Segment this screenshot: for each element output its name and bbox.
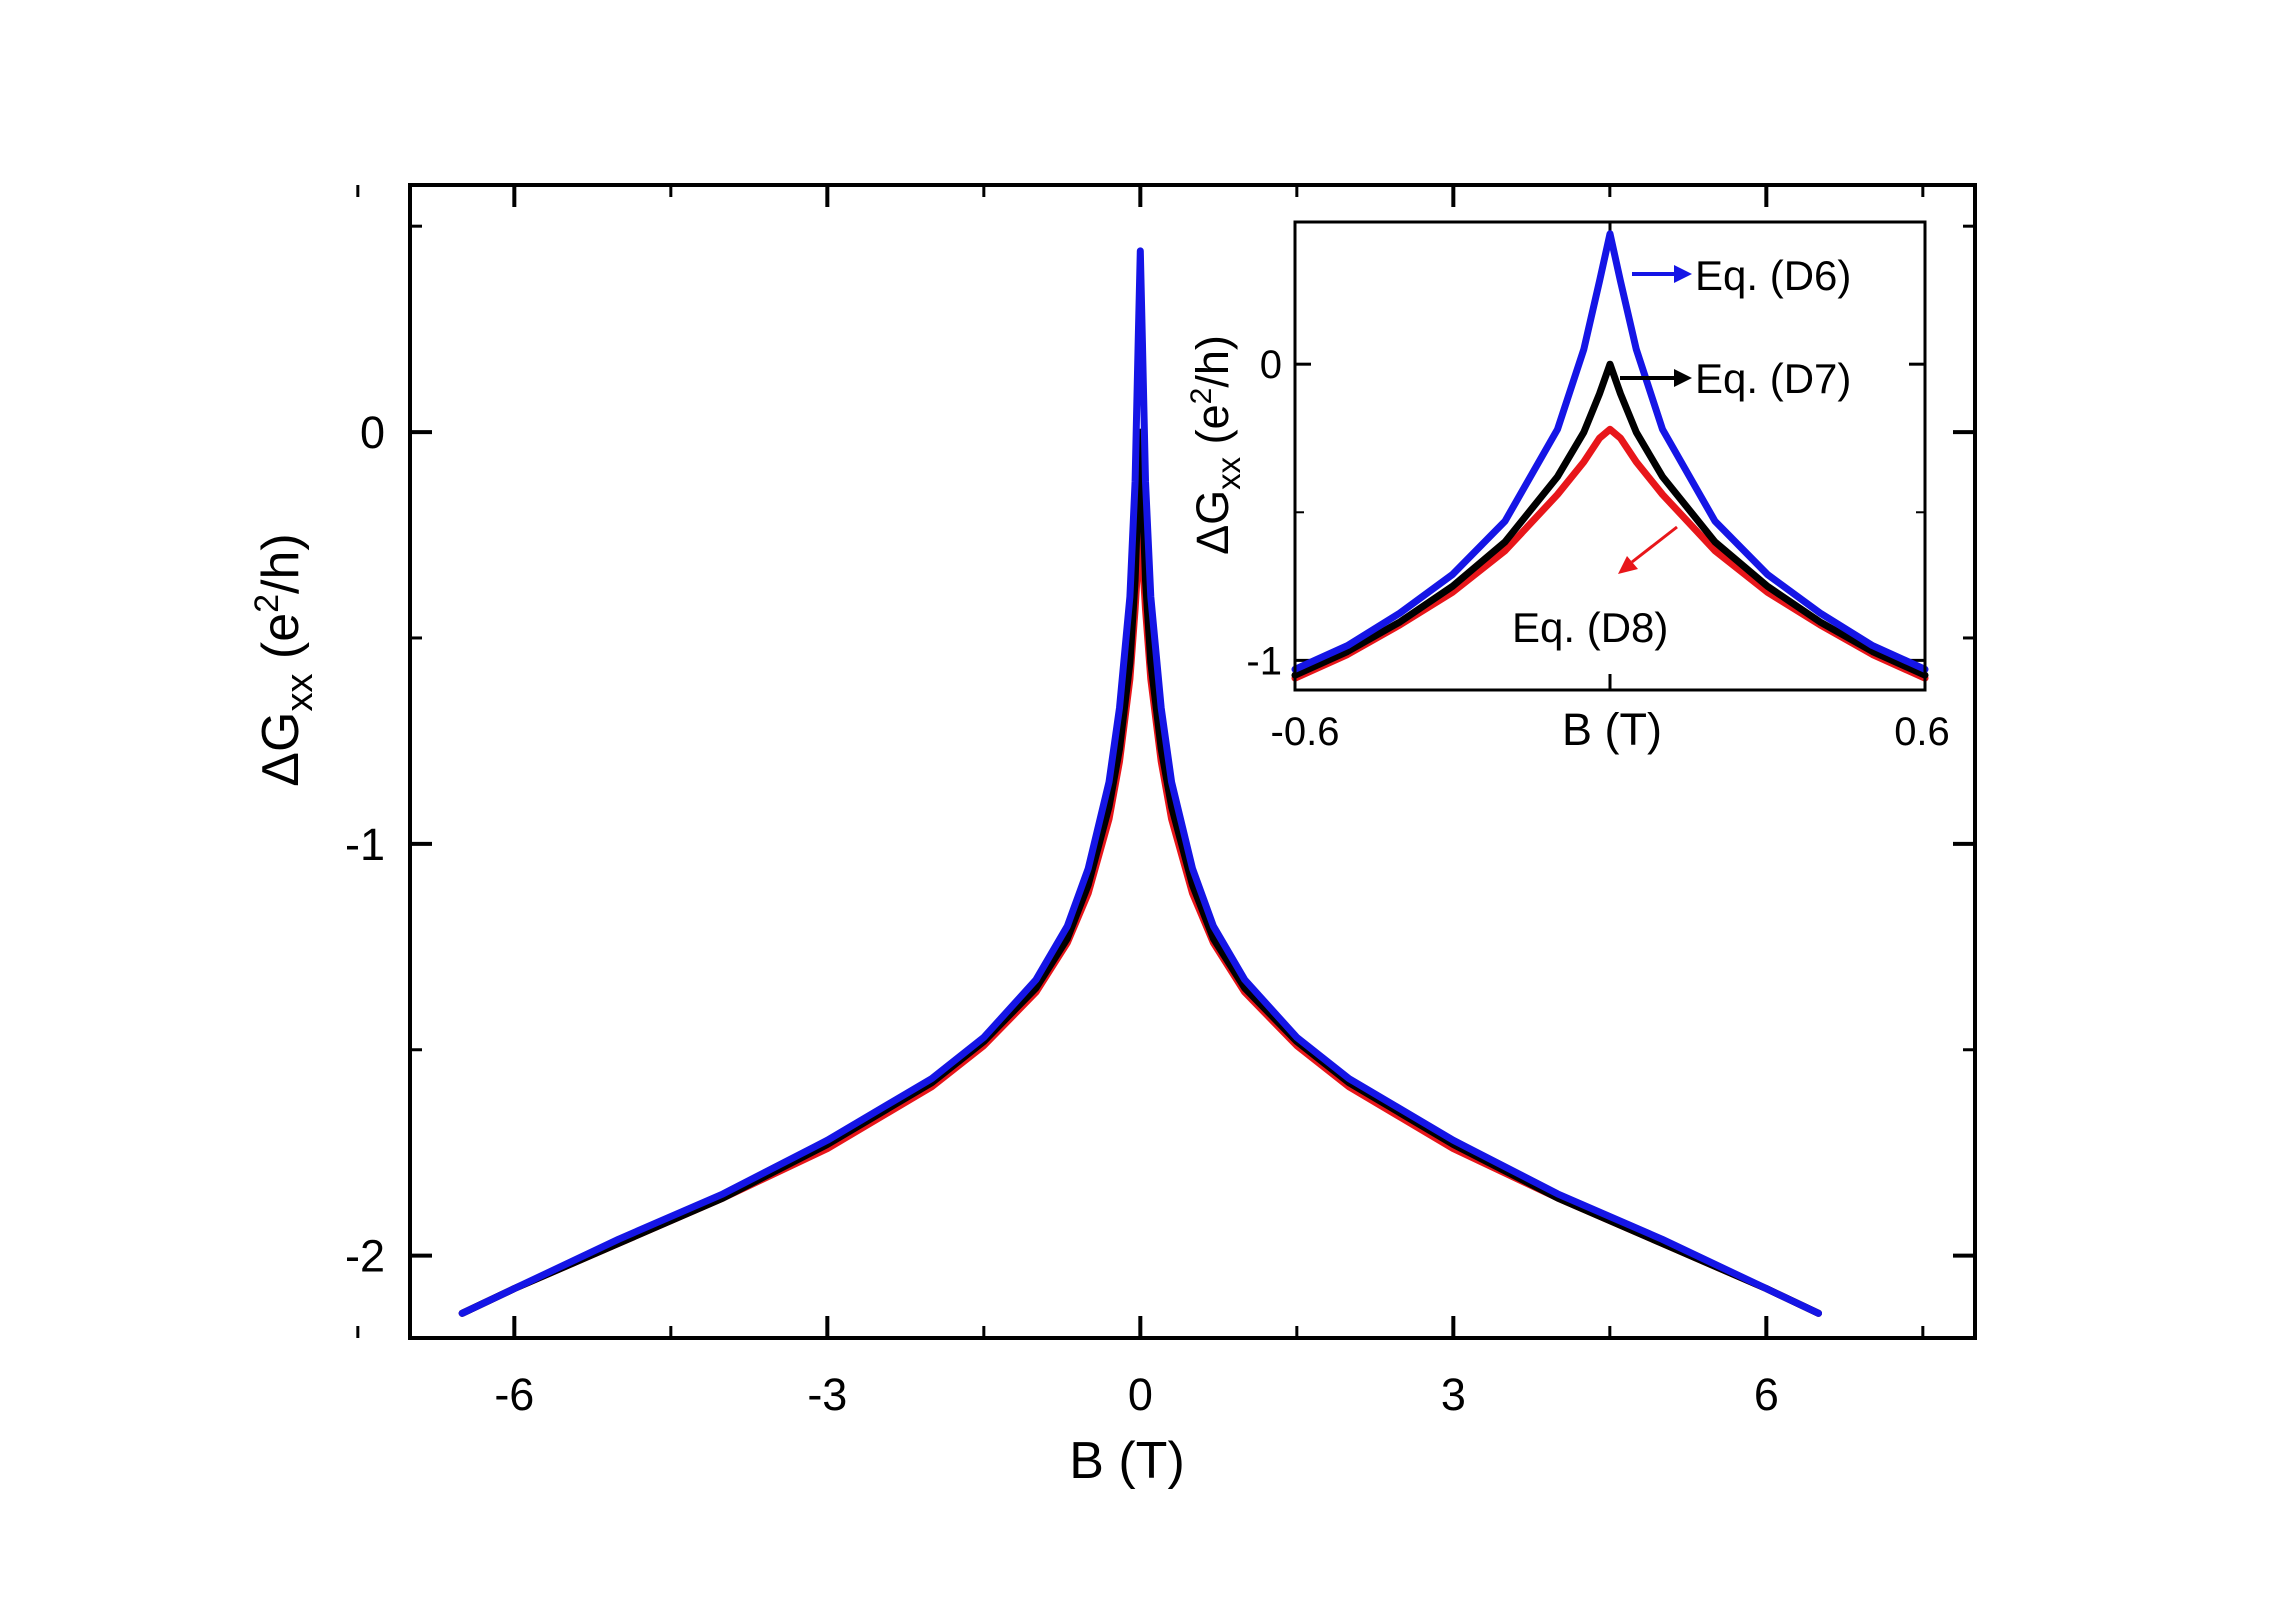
main-x-tick-label: 3 [1441,1369,1466,1420]
main-y-tick-label: -1 [345,819,385,870]
inset-y-tick-label: 0 [1260,343,1282,387]
inset-y-axis-label: ΔGxx (e2/h) [1185,335,1247,555]
annotation-d6-arrow-head [1674,265,1692,283]
inset-series-line-0 [1291,425,1929,682]
inset-plot-frame [1293,220,1927,692]
annotation-d8-label: Eq. (D8) [1512,604,1668,651]
main-y-axis-label: ΔGxx (e2/h) [248,533,321,786]
inset-chart: -1 0 -0.6 0.6 B (T) ΔGxx (e2/h) Eq. (D6) Eq… [1185,220,1950,755]
main-y-tick-label: 0 [360,407,385,458]
annotation-d7: Eq. (D7) [1620,355,1851,402]
inset-y-tick-label: -1 [1246,639,1282,683]
main-x-tick-label: -3 [807,1369,847,1420]
main-series-line-1 [458,428,1822,1317]
main-x-tick-label: 6 [1754,1369,1779,1420]
inset-tick-labels: -1 0 -0.6 0.6 [1246,343,1949,754]
inset-series-line-2 [1291,230,1929,673]
main-plot-area [458,247,1822,1317]
main-x-tick-label: -6 [494,1369,534,1420]
main-chart: -6 -3 0 3 6 -2 -1 0 B (T) ΔGxx (e2/h) [248,183,1977,1490]
annotation-d8-arrow-shaft [1631,525,1678,564]
main-tick-labels: -6 -3 0 3 6 -2 -1 0 [345,407,1779,1420]
annotation-d6-label: Eq. (D6) [1695,252,1851,299]
inset-x-tick-label: 0.6 [1894,710,1950,754]
annotation-d7-label: Eq. (D7) [1695,355,1851,402]
main-plot-frame [408,183,1977,1340]
annotation-d7-arrow-head [1674,369,1692,387]
inset-x-tick-label: -0.6 [1271,710,1340,754]
main-series-line-2 [458,247,1822,1317]
annotation-d6: Eq. (D6) [1632,252,1851,299]
inset-x-axis-label: B (T) [1562,704,1662,755]
main-x-axis-label: B (T) [1069,1432,1185,1490]
annotation-d8: Eq. (D8) [1512,525,1678,651]
main-y-tick-label: -2 [345,1231,385,1282]
inset-plot-area [1291,230,1929,682]
main-x-tick-label: 0 [1128,1369,1153,1420]
main-ticks [356,185,1975,1338]
annotation-d8-arrow-head [1618,556,1638,574]
inset-series-line-1 [1291,360,1929,679]
